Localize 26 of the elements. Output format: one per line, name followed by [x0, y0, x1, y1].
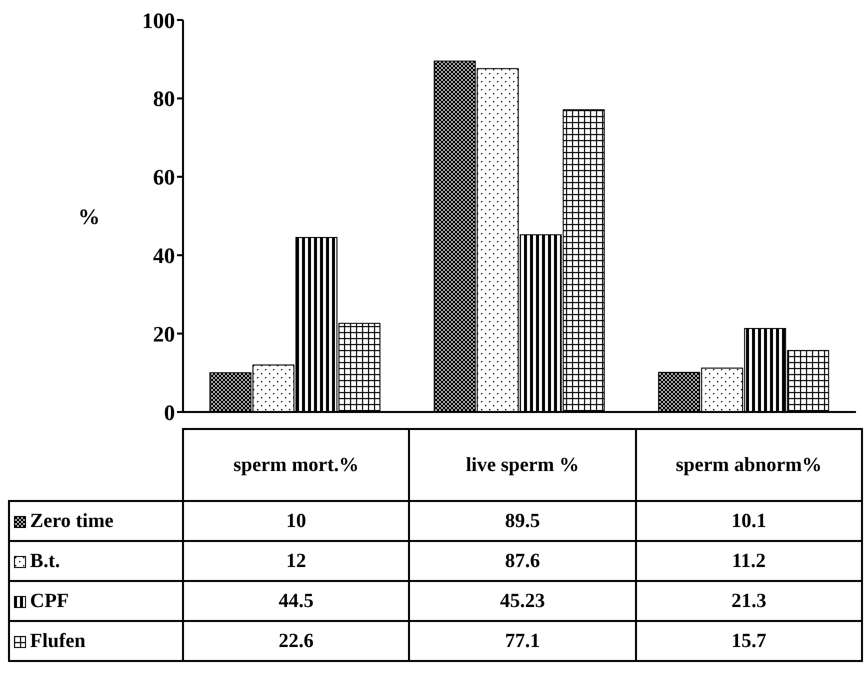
- y-tick-label: 40: [153, 243, 175, 268]
- data-label: 10: [183, 501, 410, 541]
- y-tick-label: 20: [153, 321, 175, 346]
- legend-label: CPF: [9, 581, 183, 621]
- data-label: 44.5: [183, 581, 410, 621]
- y-tick-label: 80: [153, 86, 175, 112]
- legend-label: Flufen: [9, 621, 183, 661]
- y-axis-title: %: [78, 204, 100, 229]
- data-label: 89.5: [409, 501, 636, 541]
- legend-label: Zero time: [9, 501, 183, 541]
- data-label: 15.7: [636, 621, 862, 661]
- data-label: 11.2: [636, 541, 862, 581]
- data-label: 10.1: [636, 501, 862, 541]
- data-label: 87.6: [409, 541, 636, 581]
- data-label: 21.3: [636, 581, 862, 621]
- x-tick-label: sperm mort.%: [183, 429, 410, 501]
- y-tick-label: 60: [153, 164, 175, 190]
- data-label: 22.6: [183, 621, 410, 661]
- data-label: 77.1: [409, 621, 636, 661]
- y-tick-label: 100: [142, 8, 175, 33]
- legend-label: B.t.: [9, 541, 183, 581]
- data-label: 12: [183, 541, 410, 581]
- x-tick-label: sperm abnorm%: [636, 429, 862, 501]
- x-tick-label: live sperm %: [409, 429, 636, 501]
- data-label: 45.23: [409, 581, 636, 621]
- y-tick-label: 0: [164, 400, 175, 425]
